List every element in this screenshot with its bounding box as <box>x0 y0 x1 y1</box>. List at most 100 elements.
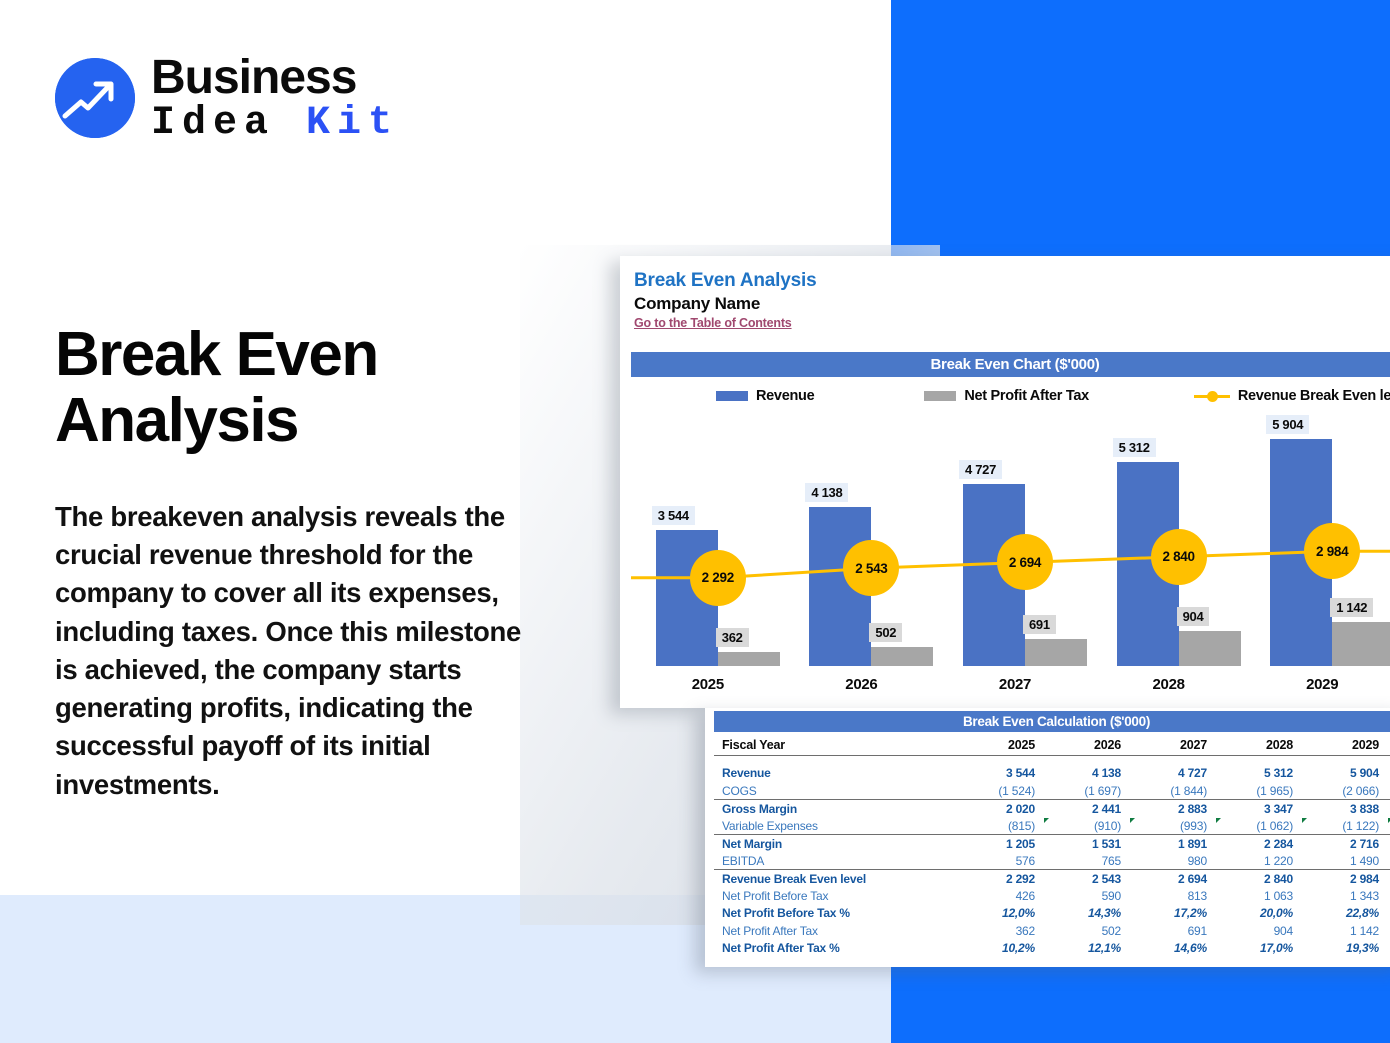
table-row: Net Profit After Tax 362 502 691 904 1 142 <box>714 922 1390 940</box>
data-label-revenue-2025: 3 544 <box>651 505 695 525</box>
x-axis-label-2028: 2028 <box>1152 676 1185 693</box>
table-row-label: Net Profit After Tax % <box>722 941 840 956</box>
legend-item-revenue[interactable]: Revenue <box>716 388 815 404</box>
table-cell-2027: 14,6% <box>1173 941 1207 956</box>
table-header-year-2027: 2027 <box>1141 738 1227 756</box>
table-cell-2027: 4 727 <box>1177 766 1207 781</box>
chart-group-2028: 5 312 904 2 840 <box>1095 416 1243 666</box>
table-cell-2028: 3 347 <box>1227 799 1313 817</box>
bar-net-profit-after-tax-2028[interactable] <box>1178 631 1241 666</box>
table-cell-2028: 2 284 <box>1227 834 1313 852</box>
legend-item-revenue-break-even-level[interactable]: Revenue Break Even level <box>1193 388 1390 404</box>
table-cell-2029: 1 343 <box>1349 888 1379 903</box>
x-axis-label-2025: 2025 <box>691 676 724 693</box>
table-cell-2027: 17,2% <box>1173 906 1207 921</box>
table-row-label: COGS <box>722 783 757 798</box>
break-even-marker-2027[interactable]: 2 694 <box>997 534 1053 591</box>
table-cell-2029: 1 142 <box>1349 923 1379 938</box>
logo-word-kit: Kit <box>306 101 400 146</box>
table-cell-2028: 17,0% <box>1259 941 1293 956</box>
table-cell-2029: 5 904 <box>1349 766 1379 781</box>
table-cell-2029: 19,3% <box>1345 941 1379 956</box>
break-even-marker-2029[interactable]: 2 984 <box>1304 523 1361 580</box>
x-axis-label-2027: 2027 <box>998 676 1032 693</box>
table-cell-2028: 2 840 <box>1227 869 1313 887</box>
table-cell-2025: 1 205 <box>969 834 1055 852</box>
table-cell-2025: 3 544 <box>1005 766 1035 781</box>
table-cell-2026: 502 <box>1101 923 1122 938</box>
table-spacer-row <box>714 756 1390 765</box>
table-row: Revenue Break Even level 2 292 2 543 2 694 2… <box>714 869 1390 887</box>
table-cell-2025: 12,0% <box>1001 906 1035 921</box>
table-cell-2027: 2 694 <box>1141 869 1227 887</box>
legend-label-revenue-break-even-level: Revenue Break Even level <box>1237 388 1390 404</box>
bar-net-profit-after-tax-2026[interactable] <box>871 646 934 666</box>
table-cell-2027: 813 <box>1187 888 1208 903</box>
table-cell-2025: 362 <box>1015 923 1036 938</box>
table-cell-2026: 590 <box>1101 888 1122 903</box>
table-cell-2029: 3 838 <box>1313 799 1390 817</box>
logo-word-idea: Idea <box>151 101 307 146</box>
bar-net-profit-after-tax-2029[interactable] <box>1332 622 1390 666</box>
page-title: Break Even Analysis <box>55 320 379 455</box>
table-row-label: Net Profit Before Tax <box>722 888 829 903</box>
table-row-label: Net Profit After Tax <box>722 923 818 938</box>
legend-marker-break-even-icon <box>1193 391 1230 402</box>
legend-label-revenue: Revenue <box>756 388 815 404</box>
chart-plot-area: 3 544 362 2 292 4 138 502 2 543 4 727 691 2 694 5… <box>631 414 1390 666</box>
growth-arrow-icon <box>55 58 135 138</box>
table-row-label: Revenue <box>722 766 771 781</box>
table-cell-2029: 2 716 <box>1313 834 1390 852</box>
table-cell-2027: 691 <box>1187 923 1208 938</box>
break-even-marker-2025[interactable]: 2 292 <box>689 549 746 606</box>
table-row-label: Gross Margin <box>714 799 969 817</box>
sheet-title: Break Even Analysis <box>634 270 817 291</box>
table-cell-2029: 2 984 <box>1313 869 1390 887</box>
chart-group-2027: 4 727 691 2 694 <box>941 416 1089 666</box>
table-row: Revenue 3 544 4 138 4 727 5 312 5 904 <box>714 765 1390 783</box>
break-even-marker-2026[interactable]: 2 543 <box>843 540 900 597</box>
bar-net-profit-after-tax-2027[interactable] <box>1025 639 1087 666</box>
break-even-chart-panel: Break Even Analysis Company Name Go to t… <box>620 256 1390 708</box>
table-cell-2025: (1 524) <box>998 783 1035 798</box>
data-label-revenue-2027: 4 727 <box>959 460 1003 480</box>
data-label-revenue-2028: 5 312 <box>1112 437 1156 457</box>
table-header-fiscal-year: Fiscal Year <box>714 738 969 756</box>
table-cell-2026: 2 543 <box>1055 869 1141 887</box>
break-even-marker-2028[interactable]: 2 840 <box>1150 528 1207 585</box>
table-header-year-2025: 2025 <box>969 738 1055 756</box>
table-cell-2029: (1 122) <box>1313 817 1390 835</box>
table-cell-2025: 576 <box>1015 853 1036 868</box>
table-cell-2027: (993) <box>1141 817 1227 835</box>
table-cell-2028: 904 <box>1273 923 1294 938</box>
data-label-revenue-2029: 5 904 <box>1266 414 1310 434</box>
table-header-year-2028: 2028 <box>1227 738 1313 756</box>
table-cell-2027: 2 883 <box>1141 799 1227 817</box>
brand-logo: Business Idea Kit <box>55 52 399 144</box>
table-cell-2028: 1 220 <box>1263 853 1293 868</box>
legend-item-net-profit-after-tax[interactable]: Net Profit After Tax <box>924 388 1089 404</box>
table-cell-2025: 2 020 <box>969 799 1055 817</box>
table-cell-2026: 1 531 <box>1055 834 1141 852</box>
chart-x-axis: 2025 2026 2027 2028 2029 <box>631 676 1390 700</box>
data-label-net-profit-after-tax-2025: 362 <box>715 628 749 648</box>
bar-net-profit-after-tax-2025[interactable] <box>717 652 780 666</box>
table-cell-2025: (815) <box>969 817 1055 835</box>
background-block-top-right <box>891 0 1390 260</box>
table-cell-2026: (910) <box>1055 817 1141 835</box>
table-cell-2025: 426 <box>1015 888 1036 903</box>
chart-group-2026: 4 138 502 2 543 <box>787 416 935 666</box>
table-cell-2025: 2 292 <box>969 869 1055 887</box>
table-cell-2028: 1 063 <box>1263 888 1293 903</box>
table-cell-2028: (1 965) <box>1256 783 1293 798</box>
table-of-contents-link[interactable]: Go to the Table of Contents <box>634 316 792 330</box>
table-cell-2029: (2 066) <box>1342 783 1379 798</box>
table-row: Variable Expenses (815) (910) (993) (1 062)(… <box>714 817 1390 835</box>
x-axis-label-2029: 2029 <box>1306 676 1339 693</box>
table-row: Net Profit Before Tax 426 590 813 1 063 1 343 <box>714 887 1390 905</box>
table-row: COGS (1 524) (1 697) (1 844) (1 965) (2 066) <box>714 782 1390 800</box>
table-cell-2026: 2 441 <box>1055 799 1141 817</box>
table-row: Net Margin 1 205 1 531 1 891 2 284 2 716 <box>714 834 1390 852</box>
table-cell-2027: 980 <box>1187 853 1208 868</box>
table-row-label: Revenue Break Even level <box>714 869 969 887</box>
